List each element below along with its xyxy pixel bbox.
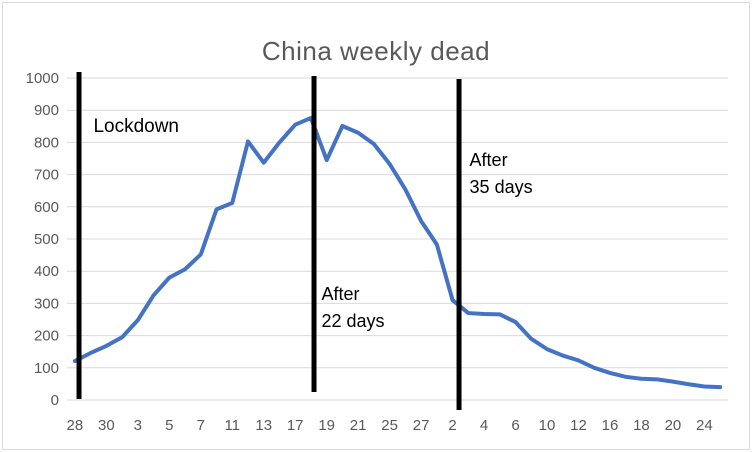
- x-tick-label: 5: [165, 417, 173, 434]
- annotation-text-line: After: [469, 150, 508, 171]
- y-tick-label: 500: [34, 231, 59, 248]
- y-tick-label: 800: [34, 134, 59, 151]
- x-tick-label: 21: [350, 417, 367, 434]
- x-tick-label: 25: [381, 417, 398, 434]
- x-tick-label: 11: [224, 417, 240, 434]
- annotation-text-line: 22 days: [321, 310, 385, 331]
- x-tick-label: 28: [67, 417, 84, 434]
- x-tick-label: 16: [602, 417, 619, 434]
- annotation-lockdown: Lockdown: [93, 113, 179, 140]
- chart-title: China weekly dead: [261, 36, 491, 66]
- annotation-text-line: 35 days: [469, 177, 533, 198]
- y-tick-label: 200: [34, 328, 59, 345]
- y-tick-label: 0: [51, 392, 59, 409]
- x-tick-label: 10: [539, 417, 556, 434]
- y-tick-label: 300: [34, 295, 59, 312]
- x-tick-label: 30: [98, 417, 115, 434]
- x-tick-label: 27: [413, 417, 430, 434]
- x-tick-label: 12: [570, 417, 587, 434]
- x-tick-label: 18: [633, 417, 650, 434]
- annotation-after-35-days: After 35 days: [470, 147, 533, 201]
- x-tick-label: 2: [448, 417, 456, 434]
- annotation-text-line: Lockdown: [93, 115, 179, 137]
- x-tick-label: 20: [665, 417, 682, 434]
- x-tick-label: 13: [255, 417, 272, 434]
- y-tick-label: 600: [34, 199, 59, 216]
- line-chart: 0 100 200 300 400 500 600 700 800 900 1000 28 30 3 5 7 1…: [26, 70, 728, 434]
- data-series-line: [72, 115, 723, 390]
- y-tick-label: 900: [34, 102, 59, 119]
- y-tick-label: 100: [34, 360, 59, 377]
- annotation-text-line: After: [321, 283, 360, 304]
- x-tick-label: 7: [197, 417, 205, 434]
- y-tick-label: 700: [34, 167, 59, 184]
- x-tick-label: 17: [287, 417, 304, 434]
- x-tick-label: 19: [318, 417, 335, 434]
- x-tick-label: 4: [480, 417, 488, 434]
- y-tick-label: 1000: [26, 70, 59, 87]
- x-tick-label: 24: [696, 417, 713, 434]
- x-tick-label: 3: [134, 417, 142, 434]
- annotation-after-22-days: After 22 days: [321, 281, 384, 335]
- y-tick-label: 400: [34, 263, 59, 280]
- x-tick-label: 6: [511, 417, 519, 434]
